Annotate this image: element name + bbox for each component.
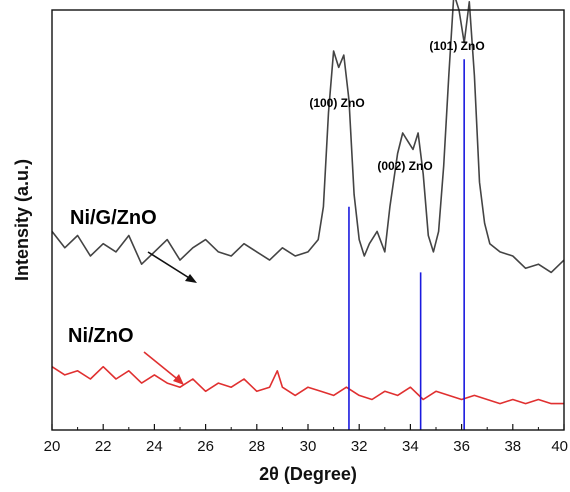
x-axis-ticks: 20 22 24 26 28 30 32 34 36 38 40 bbox=[44, 424, 568, 455]
x-tick-label: 24 bbox=[146, 438, 163, 455]
series-line-ni-g-zno bbox=[51, 0, 565, 274]
series-label-ni-g-zno: Ni/G/ZnO bbox=[70, 207, 157, 229]
x-tick-label: 34 bbox=[402, 438, 419, 455]
x-tick-label: 22 bbox=[95, 438, 112, 455]
reference-lines bbox=[348, 59, 465, 430]
peak-label-100: (100) ZnO bbox=[309, 96, 364, 110]
x-tick-label: 40 bbox=[551, 438, 568, 455]
series-group bbox=[51, 0, 565, 405]
pointer-arrow-ni-zno bbox=[143, 351, 184, 385]
x-tick-label: 28 bbox=[248, 438, 265, 455]
x-tick-label: 26 bbox=[197, 438, 214, 455]
x-axis-title: 2θ (Degree) bbox=[259, 464, 357, 484]
series-line-ni-zno bbox=[51, 365, 564, 405]
x-tick-label: 20 bbox=[44, 438, 61, 455]
x-tick-label: 36 bbox=[453, 438, 470, 455]
pointer-arrow-ni-g-zno bbox=[147, 251, 197, 283]
peak-label-002: (002) ZnO bbox=[377, 159, 432, 173]
y-axis-title: Intensity (a.u.) bbox=[12, 159, 32, 281]
x-tick-label: 38 bbox=[504, 438, 521, 455]
peak-label-101: (101) ZnO bbox=[429, 39, 484, 53]
x-tick-label: 30 bbox=[300, 438, 317, 455]
series-label-ni-zno: Ni/ZnO bbox=[68, 325, 134, 347]
x-tick-label: 32 bbox=[351, 438, 368, 455]
